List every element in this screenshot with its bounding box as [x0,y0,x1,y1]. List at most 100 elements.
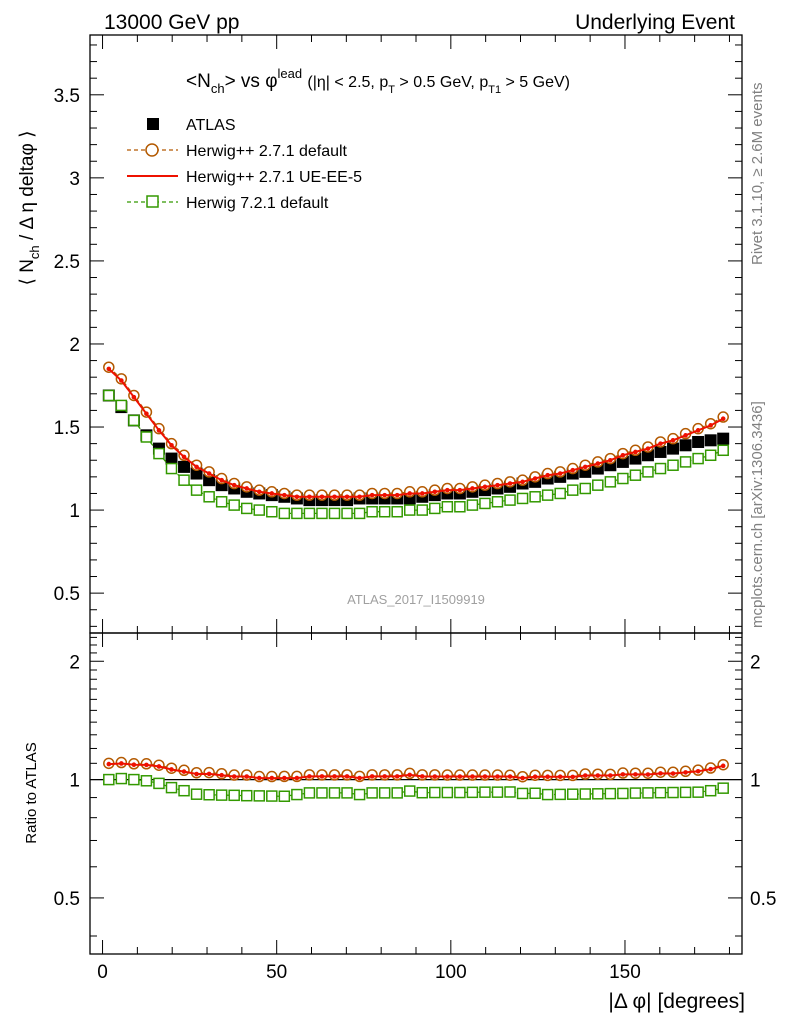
ratio-herwig7-marker [328,787,341,799]
ratio-herwig7-marker [717,782,729,794]
main-atlas-marker [203,474,216,487]
ratio-herwigpp-ueee5-point [720,763,726,769]
main-atlas-marker [717,432,730,445]
main-herwig7-marker [391,505,403,518]
ratio-herwigpp-ueee5-point [332,774,337,779]
main-atlas-marker [704,434,717,447]
main-herwig7-marker [253,504,266,516]
main-herwigpp-ueee5-point [620,452,626,458]
main-herwig7-marker [203,491,215,503]
main-herwigpp-ueee5-point [419,491,425,496]
ratio-herwigpp-ueee5-point [244,774,250,779]
plot-cuts-t1: T1 [488,84,501,96]
main-herwig7-marker [416,504,429,516]
ratio-herwigpp-ueee5-point [545,774,550,780]
main-herwig7-marker [228,499,240,511]
ratio-herwig7-marker [215,789,228,801]
main-herwigpp-ueee5-point [119,378,124,383]
ratio-herwig7-marker [341,787,353,799]
main-herwigpp-ueee5-point [520,479,525,485]
ratio-herwigpp-ueee5-point [369,774,375,779]
main-herwig7-marker [454,501,466,513]
ratio-y-label: Ratio to ATLAS [23,742,40,843]
main-atlas-marker [178,460,191,473]
ratio-herwig7-marker [516,787,529,800]
ratio-herwig7-marker [266,790,278,802]
ratio-herwig7-marker [592,788,604,800]
main-atlas-marker [616,455,629,468]
ratio-herwigpp-ueee5-point [156,764,162,769]
legend-label-atlas: ATLAS [186,117,236,134]
main-herwig7-marker [353,507,366,520]
ratio-herwig7-marker [566,788,579,800]
main-herwigpp-ueee5-point [256,489,262,495]
main-y-tick-label: 1 [69,501,80,522]
main-herwigpp-ueee5-point [294,494,300,500]
plot-cuts-a: (|η| < 2.5, p [307,74,388,91]
main-atlas-marker [165,452,178,465]
main-herwig7-marker [153,447,165,460]
main-herwig7-marker [629,469,642,481]
ratio-y-tick-label: 0.5 [54,889,80,910]
main-herwigpp-ueee5-point [106,366,112,372]
ratio-series-group [103,756,729,803]
ratio-herwigpp-ueee5-point [181,769,187,774]
main-herwig7-marker [592,479,604,491]
main-herwig7-marker [366,505,378,518]
main-herwigpp-ueee5-point [181,454,187,460]
legend-label-herwig7: Herwig 7.2.1 default [186,195,329,212]
ratio-herwig7-marker [479,786,491,798]
ratio-herwig7-marker [278,790,291,803]
legend-label-herwigpp-default: Herwig++ 2.7.1 default [186,143,348,160]
plot-cuts-t: T [388,84,395,96]
ratio-herwig7-marker [128,773,140,786]
ratio-herwig7-marker [429,786,441,799]
ratio-herwig7-marker [579,788,592,800]
main-herwig7-marker [516,492,529,505]
ratio-herwigpp-ueee5-point [570,774,576,780]
main-herwig7-marker [103,389,115,402]
x-tick-label: 150 [609,962,641,983]
main-y-tick-label: 3.5 [54,86,80,107]
main-herwigpp-ueee5-point [307,494,312,500]
main-herwigpp-ueee5-point [683,433,688,438]
main-herwigpp-ueee5-point [131,394,137,400]
main-atlas-marker [692,435,705,448]
header-left: 13000 GeV pp [104,11,239,34]
ratio-herwigpp-ueee5-point [294,775,300,781]
ratio-herwig7-marker [115,772,128,785]
ratio-y-tick-label: 1 [69,771,80,792]
ratio-herwigpp-ueee5-point [407,772,413,778]
main-herwigpp-ueee5-point [432,489,438,495]
ratio-herwig7-marker [203,789,215,801]
ratio-herwig7-marker [378,787,391,799]
main-herwigpp-ueee5-point [670,438,676,443]
main-herwigpp-ueee5-point [206,471,212,476]
ratio-herwigpp-ueee5-point [256,775,262,781]
main-herwig7-marker [328,507,341,520]
ratio-herwigpp-ueee5-point [357,775,362,781]
main-herwig7-marker [541,489,554,501]
ratio-herwig7-marker [504,786,516,798]
ratio-herwig7-marker [190,788,203,800]
ratio-herwig7-marker [178,784,190,797]
ratio-herwigpp-ueee5-point [670,771,676,776]
ratio-herwigpp-ueee5-point [419,774,425,779]
main-herwig7-marker [178,474,190,486]
main-herwigpp-ueee5-point [269,491,275,496]
ratio-herwig7-marker [303,787,316,799]
main-herwig7-marker [692,452,704,465]
ratio-y-ticks: 0.5 0.5 1 1 2 2 [54,636,776,937]
plot-title-n: <N [186,71,211,92]
ratio-herwigpp-ueee5-point [144,762,149,768]
ratio-herwig7-marker [253,790,266,802]
ratio-herwigpp-ueee5-point [219,772,224,778]
ratio-herwigpp-ueee5-point [432,774,438,779]
ratio-herwigpp-ueee5-point [557,774,563,780]
ratio-herwigpp-ueee5-point [507,774,513,779]
main-herwig7-marker [529,491,541,503]
ratio-herwigpp-ueee5-point [169,767,174,772]
ratio-herwig7-marker [153,777,165,790]
ratio-herwigpp-ueee5-point [520,775,525,781]
